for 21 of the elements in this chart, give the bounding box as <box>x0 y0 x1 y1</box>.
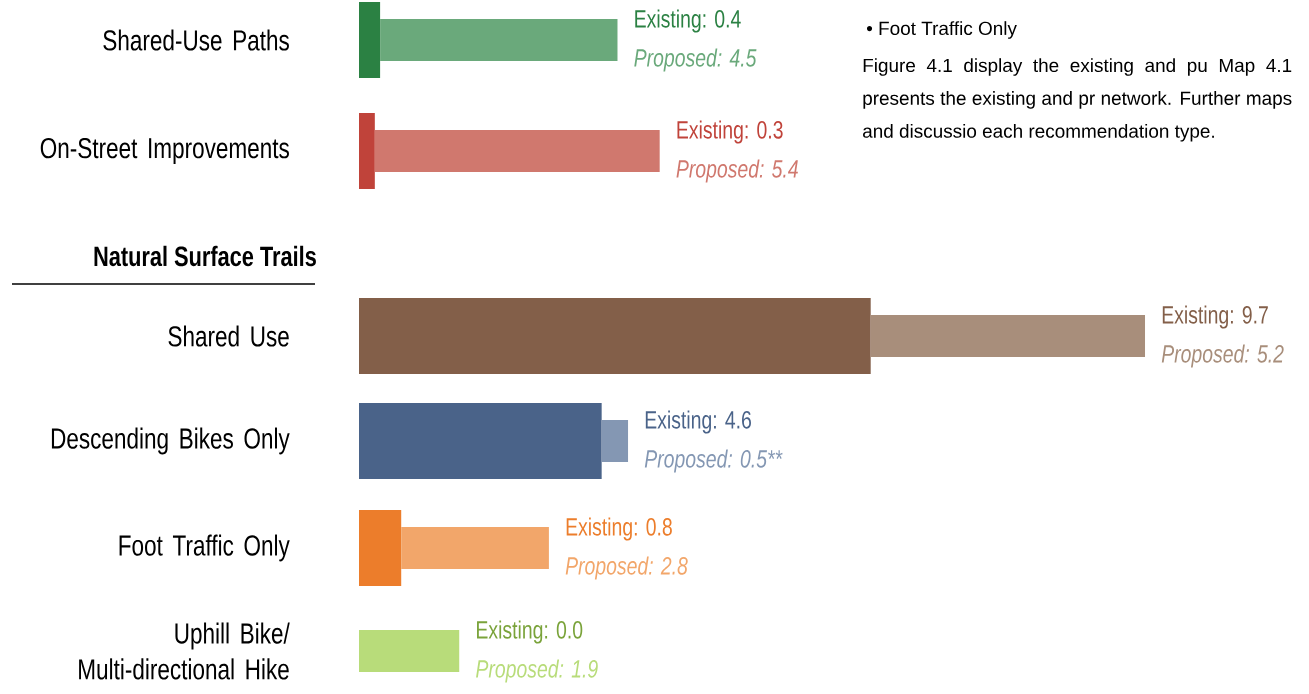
annotation: Existing: 0.3 <box>677 120 783 144</box>
y-tick-label: Descending Bikes Only <box>51 427 290 455</box>
data-label: Proposed: 4.5 <box>634 48 757 72</box>
annotation: Existing: 9.7 <box>1162 305 1268 329</box>
data-label: Proposed: 1.9 <box>476 659 598 683</box>
data-label: Proposed: 2.8 <box>565 556 688 580</box>
data-label: Proposed: 0.5** <box>644 449 783 473</box>
y-tick-label: Foot Traffic Only <box>119 534 290 562</box>
annotation: Existing: 0.8 <box>566 517 672 541</box>
annotation: Existing: 0.4 <box>635 9 741 33</box>
y-tick-label: Shared Use <box>168 325 289 347</box>
text: Natural Surface Trails <box>94 245 316 267</box>
annotation: Existing: 4.6 <box>645 410 751 434</box>
data-label: Proposed: 5.4 <box>676 159 798 183</box>
annotation: Existing: 0.0 <box>477 620 583 644</box>
data-label: Proposed: 5.2 <box>1161 344 1284 368</box>
y-tick-label: Shared-Use Paths <box>103 29 289 51</box>
y-tick-label: Uphill Bike/ Multi-directional Hike <box>79 622 290 680</box>
annotation: • Foot Traffic Only <box>866 21 1017 39</box>
annotation: Figure 4.1 display the existing and pu Map 4.1 presents the existing and pr network. Further maps and discussio each recommendation type. <box>863 58 1292 142</box>
y-tick-label: On-Street Improvements <box>40 137 289 165</box>
